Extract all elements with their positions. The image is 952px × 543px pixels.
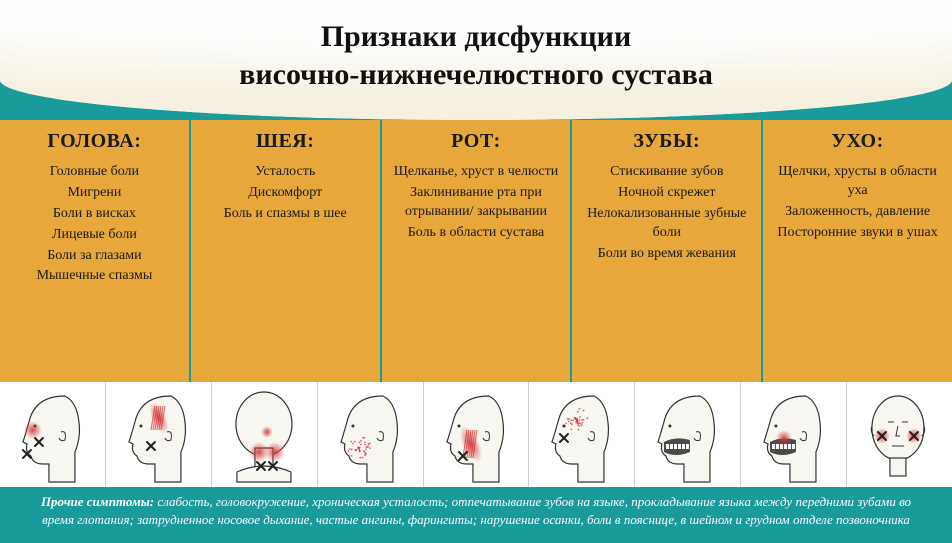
footer: Прочие симптомы: слабость, головокружени… xyxy=(0,487,952,543)
page-title: Признаки дисфункции височно-нижнечелюстн… xyxy=(0,0,952,93)
title-line-1: Признаки дисфункции xyxy=(0,18,952,56)
symptom-item: Заклинивание рта при отрывании/ закрыван… xyxy=(390,184,563,222)
head-illustration-1 xyxy=(106,382,212,487)
symptom-column-3: ЗУБЫ: Стискивание зубов Ночной скрежет Нело… xyxy=(572,120,763,382)
symptom-item: Стискивание зубов xyxy=(580,163,753,182)
header: Признаки дисфункции височно-нижнечелюстн… xyxy=(0,0,952,120)
footer-text: слабость, головокружение, хроническая ус… xyxy=(42,494,911,527)
symptom-item: Боли во время жевания xyxy=(580,245,753,264)
title-line-2: височно-нижнечелюстного сустава xyxy=(0,56,952,94)
symptom-item: Головные боли xyxy=(8,163,181,182)
symptom-item: Боль в области сустава xyxy=(390,224,563,243)
head-illustration-3 xyxy=(318,382,424,487)
symptom-item: Мигрени xyxy=(8,184,181,203)
symptom-item: Боли в висках xyxy=(8,205,181,224)
head-illustration-7 xyxy=(741,382,847,487)
head-illustration-8 xyxy=(847,382,952,487)
column-title: РОТ: xyxy=(390,130,563,153)
symptom-item: Боли за глазами xyxy=(8,247,181,266)
symptom-item: Посторонние звуки в ушах xyxy=(771,224,944,243)
symptom-column-4: УХО: Щелчки, хрусты в области уха Заложенн… xyxy=(763,120,952,382)
symptom-item: Щелканье, хруст в челюсти xyxy=(390,163,563,182)
symptom-item: Боль и спазмы в шее xyxy=(199,205,372,224)
column-items: Стискивание зубов Ночной скрежет Нелокализ… xyxy=(580,163,753,263)
footer-label: Прочие симптомы: xyxy=(41,494,154,509)
symptom-column-0: ГОЛОВА: Головные боли Мигрени Боли в висках… xyxy=(0,120,191,382)
column-title: ГОЛОВА: xyxy=(8,130,181,153)
symptom-item: Мышечные спазмы xyxy=(8,267,181,286)
symptom-columns: ГОЛОВА: Головные боли Мигрени Боли в висках… xyxy=(0,120,952,382)
symptom-column-1: ШЕЯ: Усталость Дискомфорт Боль и спазмы в ш… xyxy=(191,120,382,382)
column-items: Головные боли Мигрени Боли в висках Лицевые… xyxy=(8,163,181,286)
head-illustration-6 xyxy=(635,382,741,487)
column-items: Щелканье, хруст в челюсти Заклинивание рт… xyxy=(390,163,563,243)
column-title: УХО: xyxy=(771,130,944,153)
head-illustration-2 xyxy=(212,382,318,487)
symptom-item: Щелчки, хрусты в области уха xyxy=(771,163,944,201)
symptom-item: Дискомфорт xyxy=(199,184,372,203)
symptom-item: Лицевые боли xyxy=(8,226,181,245)
symptom-item: Усталость xyxy=(199,163,372,182)
head-illustration-4 xyxy=(424,382,530,487)
column-title: ШЕЯ: xyxy=(199,130,372,153)
column-title: ЗУБЫ: xyxy=(580,130,753,153)
symptom-column-2: РОТ: Щелканье, хруст в челюсти Заклинивани… xyxy=(382,120,573,382)
column-items: Усталость Дискомфорт Боль и спазмы в шее xyxy=(199,163,372,224)
head-illustration-5 xyxy=(529,382,635,487)
head-illustration-0 xyxy=(0,382,106,487)
head-illustrations-row xyxy=(0,382,952,487)
symptom-item: Заложенность, давление xyxy=(771,203,944,222)
symptom-item: Ночной скрежет xyxy=(580,184,753,203)
symptom-item: Нелокализованные зубные боли xyxy=(580,205,753,243)
column-items: Щелчки, хрусты в области уха Заложенность… xyxy=(771,163,944,243)
